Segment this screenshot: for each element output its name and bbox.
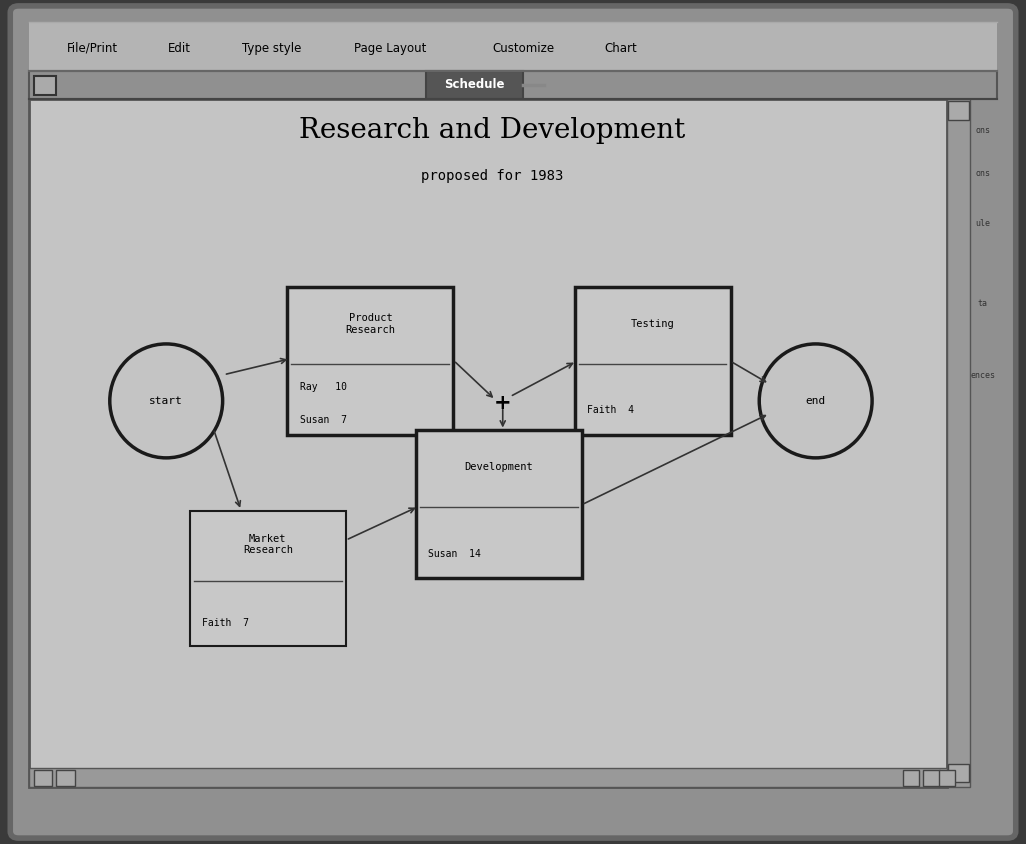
Bar: [29, 768, 947, 787]
Ellipse shape: [110, 344, 223, 457]
Bar: [923, 770, 940, 786]
Text: Edit: Edit: [168, 41, 191, 55]
Text: start: start: [150, 396, 183, 406]
Bar: [56, 770, 75, 786]
Text: Faith  7: Faith 7: [202, 619, 249, 629]
Bar: [939, 770, 955, 786]
Text: Susan  7: Susan 7: [300, 415, 347, 425]
Bar: [29, 22, 997, 71]
Text: Page Layout: Page Layout: [354, 41, 426, 55]
Text: ences: ences: [971, 371, 995, 380]
FancyBboxPatch shape: [10, 6, 1016, 838]
Text: Faith  4: Faith 4: [587, 405, 634, 415]
Text: ons: ons: [976, 169, 990, 177]
Text: ons: ons: [976, 127, 990, 135]
Bar: [190, 511, 346, 646]
Text: ta: ta: [978, 300, 988, 308]
Bar: [34, 770, 52, 786]
Text: Research and Development: Research and Development: [300, 117, 685, 144]
Text: Development: Development: [464, 463, 534, 473]
Text: Product
Research: Product Research: [346, 313, 395, 335]
Ellipse shape: [759, 344, 872, 457]
Bar: [426, 71, 523, 99]
Text: Chart: Chart: [604, 41, 637, 55]
Text: end: end: [805, 396, 826, 406]
Text: Type style: Type style: [242, 41, 302, 55]
Bar: [903, 770, 919, 786]
Text: Market
Research: Market Research: [243, 533, 292, 555]
Bar: [416, 430, 582, 578]
Bar: [947, 99, 970, 787]
Text: Susan  14: Susan 14: [428, 549, 481, 559]
Bar: [34, 76, 56, 95]
Text: proposed for 1983: proposed for 1983: [422, 169, 563, 182]
Text: +: +: [494, 392, 512, 413]
Text: Customize: Customize: [492, 41, 554, 55]
Bar: [948, 101, 969, 120]
Bar: [29, 71, 997, 99]
Text: ule: ule: [976, 219, 990, 228]
Bar: [29, 99, 947, 787]
Bar: [948, 764, 969, 782]
Bar: [575, 287, 731, 435]
Text: File/Print: File/Print: [67, 41, 118, 55]
Text: Schedule: Schedule: [444, 78, 505, 91]
Text: Testing: Testing: [631, 319, 674, 329]
Text: Ray   10: Ray 10: [300, 382, 347, 392]
Bar: [287, 287, 453, 435]
